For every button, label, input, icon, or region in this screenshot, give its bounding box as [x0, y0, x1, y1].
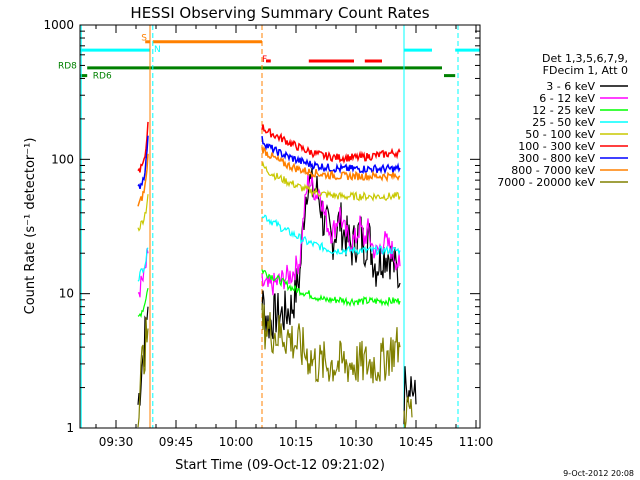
flag-bars: SN F RD8 RD6 [58, 33, 480, 82]
series-line-7-1 [261, 146, 401, 183]
series-line-8-1 [261, 303, 401, 384]
legend-label-4: 50 - 100 keV [525, 128, 595, 141]
series-line-4-1 [261, 161, 401, 202]
x-tick-label-5: 10:45 [399, 435, 434, 449]
legend-header-0: Det 1,3,5,6,7,9, [542, 52, 628, 65]
legend: Det 1,3,5,6,7,9,FDecim 1, Att 0 3 - 6 keV… [497, 52, 628, 189]
legend-label-0: 3 - 6 keV [546, 80, 595, 93]
legend-label-3: 25 - 50 keV [532, 116, 595, 129]
chart-title: HESSI Observing Summary Count Rates [130, 4, 429, 22]
series-line-0-2 [403, 366, 417, 425]
x-tick-label-3: 10:15 [279, 435, 314, 449]
x-tick-label-0: 09:30 [99, 435, 134, 449]
timestamp: 9-Oct-2012 20:08 [563, 469, 634, 478]
x-tick-label-1: 09:45 [159, 435, 194, 449]
x-tick-label-4: 10:30 [339, 435, 374, 449]
flag-label-rd8: RD8 [58, 61, 77, 71]
axes: 09:30 09:45 10:00 10:15 10:30 10:45 11:00 1 10 10… [43, 18, 493, 449]
series-line-6-0 [137, 135, 149, 189]
x-axis-label: Start Time (09-Oct-12 09:21:02) [175, 458, 385, 473]
x-tick-label-6: 11:00 [459, 435, 494, 449]
legend-label-5: 100 - 300 keV [518, 140, 595, 153]
series-line-4-0 [137, 194, 149, 232]
y-tick-label-3: 1000 [43, 18, 74, 32]
flag-label-n: N [154, 45, 161, 55]
series-line-0-1 [261, 167, 401, 340]
x-tick-label-2: 10:00 [219, 435, 254, 449]
series-line-8-0 [137, 317, 149, 428]
series-line-7-0 [137, 153, 149, 207]
series-line-3-1 [261, 214, 401, 257]
series-lines [137, 121, 417, 428]
legend-label-7: 800 - 7000 keV [511, 164, 595, 177]
flag-label-rd6: RD6 [93, 72, 112, 82]
legend-label-6: 300 - 800 keV [518, 152, 595, 165]
flag-label-f: F [262, 55, 267, 65]
legend-label-2: 12 - 25 keV [532, 104, 595, 117]
series-line-5-1 [261, 124, 401, 164]
series-line-5-0 [137, 121, 149, 173]
y-tick-label-2: 100 [51, 152, 74, 166]
legend-label-8: 7000 - 20000 keV [497, 176, 595, 189]
y-tick-label-0: 1 [66, 421, 74, 435]
legend-label-1: 6 - 12 keV [539, 92, 595, 105]
series-line-6-1 [261, 136, 401, 175]
y-tick-label-1: 10 [59, 287, 74, 301]
y-axis-label: Count Rate (s⁻¹ detector⁻¹) [23, 138, 38, 315]
series-line-2-0 [137, 287, 149, 318]
series-line-3-0 [137, 247, 149, 282]
plot-frame [79, 24, 481, 429]
series-line-8-2 [403, 396, 413, 428]
series-line-2-1 [261, 269, 401, 308]
legend-header-1: FDecim 1, Att 0 [543, 64, 628, 77]
vertical-markers [80, 25, 459, 428]
flag-label-s: S [141, 33, 147, 43]
